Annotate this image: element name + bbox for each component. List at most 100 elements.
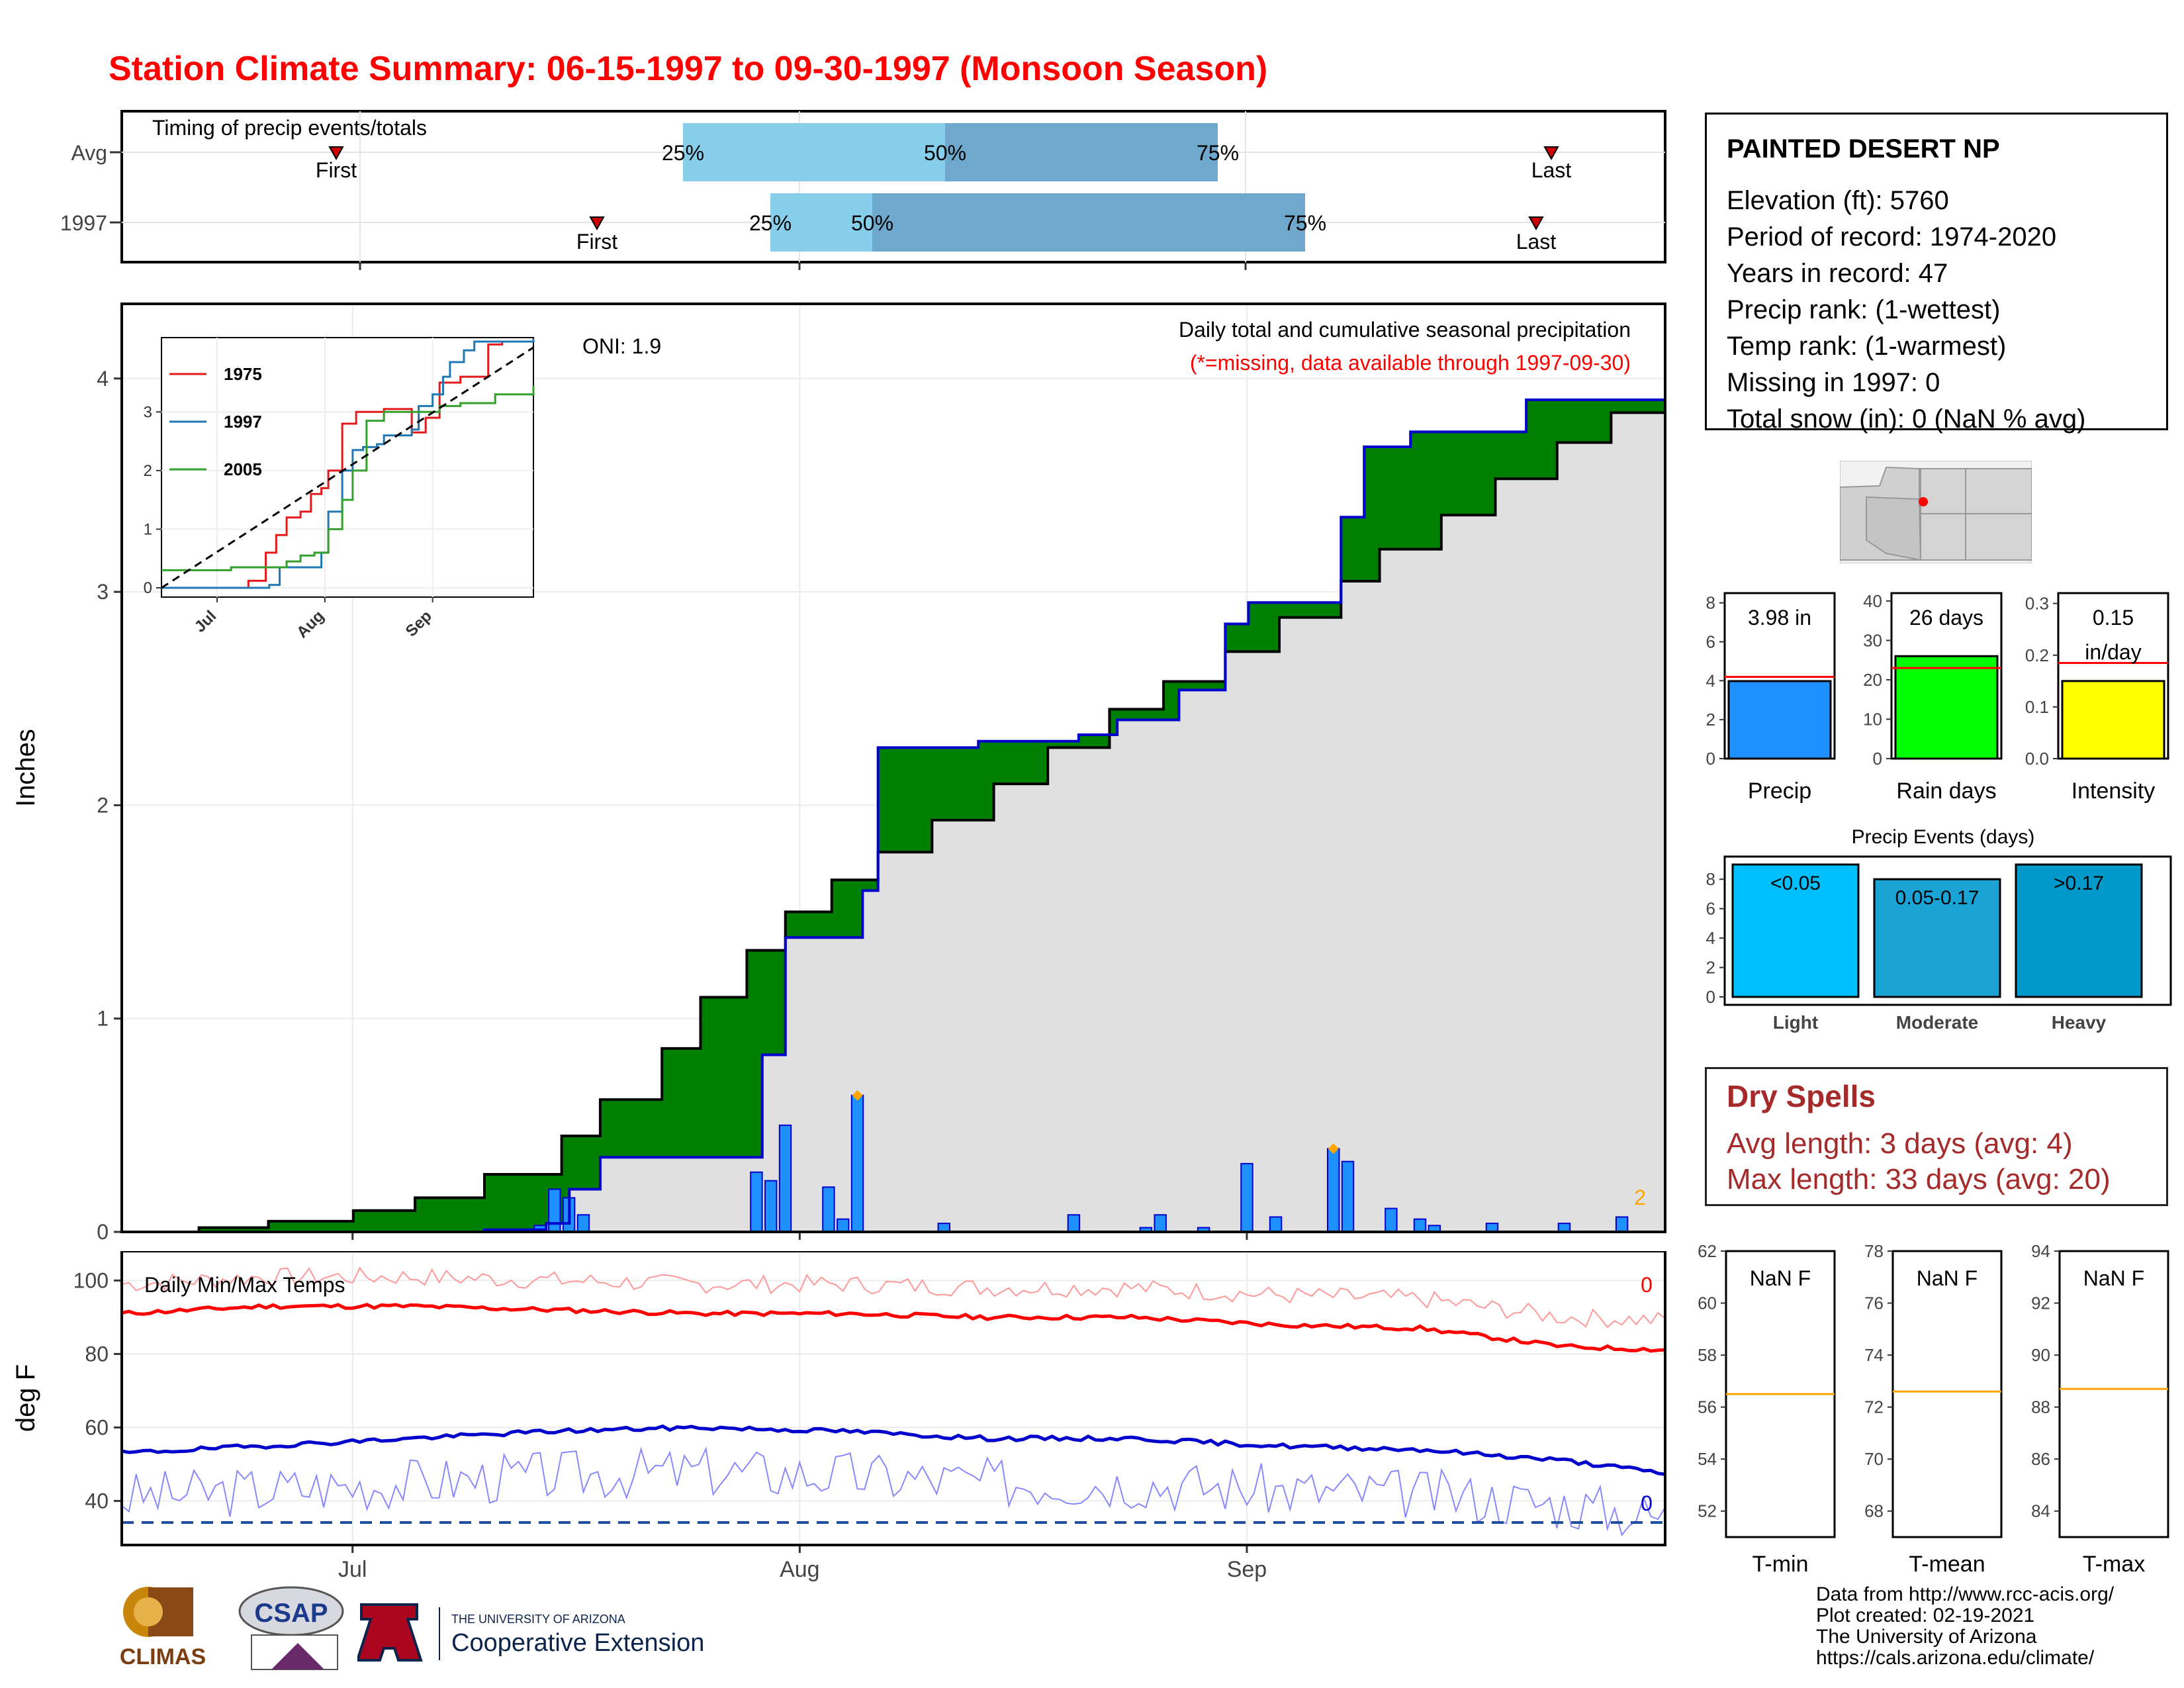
timing-avg-first: First xyxy=(316,158,357,182)
timing-year-last-marker xyxy=(1528,216,1544,231)
station-elevation: Elevation (ft): 5760 xyxy=(1727,186,1949,215)
events-tick-label: 6 xyxy=(1706,899,1715,919)
temp-title: Daily Min/Max Temps xyxy=(144,1273,345,1297)
ua-logo: THE UNIVERSITY OF ARIZONA Cooperative Ex… xyxy=(357,1603,704,1662)
precip-ytick-label: 1 xyxy=(97,1007,109,1031)
inset-ytick-label: 3 xyxy=(144,403,152,421)
inset-legend-2005: 2005 xyxy=(224,459,262,479)
inset-legend-1975: 1975 xyxy=(224,364,262,384)
tmean-tick-label: 72 xyxy=(1864,1397,1884,1417)
raindays-value-label: 26 days xyxy=(1909,606,1983,630)
temp-daily-max-line xyxy=(121,1266,1666,1329)
daily-max-marker xyxy=(1328,1143,1339,1154)
timing-avg-p50: 50% xyxy=(924,141,966,165)
raindays-tick-label: 10 xyxy=(1863,709,1882,729)
temp-xtick-label: Aug xyxy=(780,1557,820,1582)
temp-ytick-label: 40 xyxy=(85,1489,109,1513)
events-bar-label: 0.05-0.17 xyxy=(1895,887,1979,909)
oni-label: ONI: 1.9 xyxy=(582,334,661,358)
tmax-tick-label: 90 xyxy=(2031,1345,2050,1365)
timing-year-last: Last xyxy=(1516,230,1557,254)
climas-logo: CLIMAS xyxy=(120,1587,206,1669)
timing-avg-last: Last xyxy=(1531,158,1572,182)
tmean-tick-label: 78 xyxy=(1864,1241,1884,1261)
dry-spells-box: Dry Spells Avg length: 3 days (avg: 4) M… xyxy=(1705,1067,2168,1206)
precip-tick-label: 0 xyxy=(1706,749,1715,769)
tmax-tick-label: 84 xyxy=(2031,1501,2050,1521)
tmin-tick-label: 62 xyxy=(1698,1241,1717,1261)
below-area xyxy=(122,389,1665,1232)
daily-precip-bar xyxy=(1341,1160,1355,1233)
tmean-tick-label: 68 xyxy=(1864,1501,1884,1521)
intensity-value-bar xyxy=(2061,680,2165,760)
intensity-tick-label: 0.3 xyxy=(2025,594,2049,614)
temp-ytick-label: 100 xyxy=(73,1268,109,1292)
timing-year-first-marker xyxy=(589,216,605,231)
events-xlabel: Moderate xyxy=(1896,1012,1978,1033)
daily-precip-bar xyxy=(1240,1162,1253,1233)
temp-ytick-label: 60 xyxy=(85,1415,109,1439)
daily-precip-bar xyxy=(750,1171,763,1233)
inset-ytick-label: 2 xyxy=(144,462,152,480)
events-tick-label: 0 xyxy=(1706,987,1715,1007)
climas-logo-text: CLIMAS xyxy=(120,1644,206,1669)
precip-value-bar xyxy=(1727,680,1832,760)
daily-precip-bar xyxy=(576,1214,590,1233)
precip-tick-label: 2 xyxy=(1706,710,1715,729)
tmin-value: NaN F xyxy=(1750,1266,1811,1290)
csap-logo-text: CSAP xyxy=(254,1599,328,1628)
daily-precip-bar xyxy=(548,1188,561,1233)
temp-min-count: 0 xyxy=(1641,1491,1653,1515)
credit-plot-created: Plot created: 02-19-2021 xyxy=(1816,1605,2035,1626)
raindays-tick-label: 30 xyxy=(1863,630,1882,650)
csap-logo: CSAP xyxy=(238,1586,344,1670)
timing-title: Timing of precip events/totals xyxy=(152,116,427,140)
events-bar-label: >0.17 xyxy=(2054,872,2104,894)
ua-logo-top: THE UNIVERSITY OF ARIZONA xyxy=(451,1613,625,1626)
tmax-tick-label: 92 xyxy=(2031,1293,2050,1313)
timing-avg-last-marker xyxy=(1543,146,1559,161)
timing-avg-upper-bar xyxy=(945,123,1218,181)
raindays-tick-label: 0 xyxy=(1873,749,1882,769)
intensity-tick-label: 0.2 xyxy=(2025,645,2049,665)
temp-daily-min-line xyxy=(121,1446,1666,1536)
daily-precip-bar xyxy=(1413,1218,1427,1233)
tmin-tick-label: 54 xyxy=(1698,1449,1717,1469)
tmean-box xyxy=(1891,1250,2003,1538)
events-xlabel: Light xyxy=(1773,1012,1818,1033)
tmean-value: NaN F xyxy=(1917,1266,1978,1290)
precip-tick-label: 6 xyxy=(1706,632,1715,652)
precip-ytick-label: 4 xyxy=(97,367,109,391)
precip-ytick-label: 3 xyxy=(97,580,109,604)
precip-ytick-label: 2 xyxy=(97,793,109,817)
timing-year-upper-bar xyxy=(872,193,1305,252)
intensity-tick-label: 0.0 xyxy=(2025,749,2049,769)
dry-spells-avg: Avg length: 3 days (avg: 4) xyxy=(1727,1127,2073,1160)
daily-precip-bar xyxy=(764,1180,778,1233)
timing-panel: Timing of precip events/totals Avg 25% 5… xyxy=(60,110,1666,270)
intensity-unit-label: in/day xyxy=(2085,640,2141,664)
events-tick-label: 2 xyxy=(1706,958,1715,978)
timing-row-avg-label: Avg xyxy=(71,141,107,165)
temp-avg-min-line xyxy=(121,1424,1666,1476)
precip-tick-label: 4 xyxy=(1706,671,1715,690)
tmean-tick-label: 76 xyxy=(1864,1293,1884,1313)
precip-events-chart: Precip Events (days) 0 2 4 6 8 <0.05 Light 0.05… xyxy=(1706,826,2172,1033)
tmin-tick-label: 56 xyxy=(1698,1397,1717,1417)
timing-year-p50: 50% xyxy=(851,211,893,235)
intensity-tick-label: 0.1 xyxy=(2025,697,2049,717)
raindays-tick-label: 40 xyxy=(1863,591,1882,611)
daily-max-marker xyxy=(852,1090,863,1101)
station-precip-rank: Precip rank: (1-wettest) xyxy=(1727,295,2001,324)
station-location-marker xyxy=(1919,497,1928,506)
credit-url: https://cals.arizona.edu/climate/ xyxy=(1816,1647,2095,1669)
timing-avg-first-marker xyxy=(328,146,344,161)
tmean-xlabel: T-mean xyxy=(1909,1552,1985,1577)
station-name: PAINTED DESERT NP xyxy=(1727,134,2000,164)
daily-precip-bar xyxy=(850,1094,864,1233)
events-bar xyxy=(1731,863,1860,998)
inset-legend-1997: 1997 xyxy=(224,412,262,432)
daily-precip-bar xyxy=(1067,1214,1081,1233)
tmax-tick-label: 88 xyxy=(2031,1397,2050,1417)
timing-year-p25: 25% xyxy=(749,211,792,235)
